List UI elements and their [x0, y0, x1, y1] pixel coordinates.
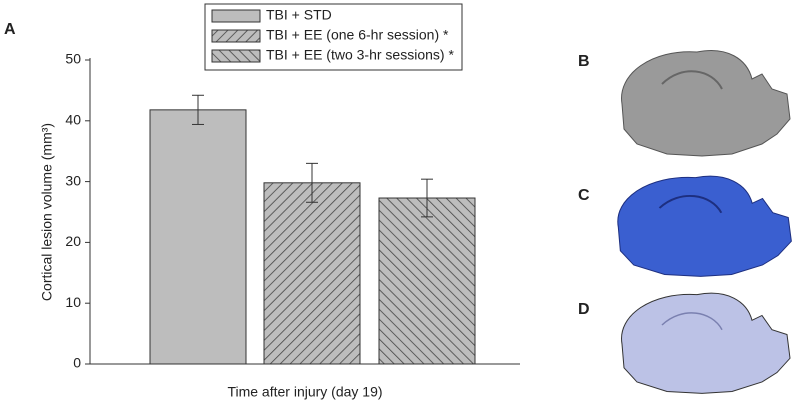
brain-image-b	[621, 50, 791, 157]
panel-label: D	[578, 301, 590, 318]
y-tick-label: 50	[65, 51, 81, 67]
y-axis-label: Cortical lesion volume (mm³)	[39, 123, 55, 301]
bar	[263, 182, 361, 365]
legend-label: TBI + STD	[266, 7, 332, 23]
legend-swatch	[211, 9, 261, 23]
error-bar	[306, 162, 318, 203]
y-tick-label: 30	[65, 172, 81, 188]
bar	[149, 109, 247, 365]
error-bar	[421, 178, 433, 218]
panel-label: C	[578, 187, 590, 204]
panel-label: B	[578, 53, 590, 70]
legend-label: TBI + EE (one 6-hr session) *	[266, 27, 449, 43]
legend-swatch	[211, 49, 261, 63]
y-tick-label: 10	[65, 294, 81, 310]
legend-swatch	[211, 29, 261, 43]
brain-image-c	[617, 175, 792, 277]
legend-label: TBI + EE (two 3-hr sessions) *	[266, 47, 454, 63]
error-bar	[192, 94, 204, 125]
y-tick-label: 0	[73, 355, 81, 371]
y-tick-label: 40	[65, 112, 81, 128]
brain-image-d	[621, 292, 791, 394]
x-axis-label: Time after injury (day 19)	[227, 384, 382, 400]
y-tick-label: 20	[65, 233, 81, 249]
panel-label: A	[4, 21, 16, 38]
bar	[378, 197, 476, 365]
